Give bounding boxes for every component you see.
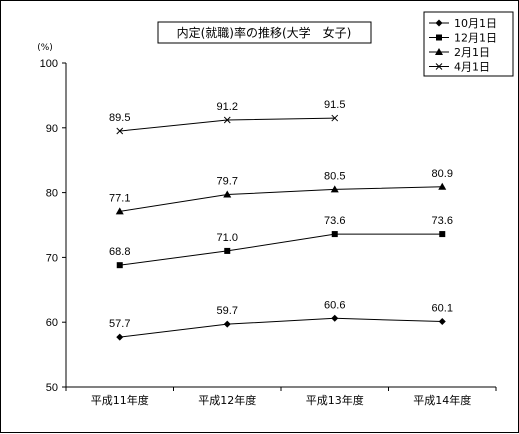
y-tick-label: 80 <box>46 188 58 200</box>
data-point-marker <box>438 318 446 326</box>
data-point-marker <box>116 127 124 135</box>
y-tick-label: 90 <box>46 123 58 135</box>
data-label: 68.8 <box>109 246 130 258</box>
data-point-marker <box>330 185 339 193</box>
data-label: 77.1 <box>109 192 130 204</box>
legend-item: 12月1日 <box>429 32 497 45</box>
data-point-marker <box>331 114 339 122</box>
series-line <box>119 233 443 266</box>
x-category-label: 平成13年度 <box>306 393 364 407</box>
y-tick-label: 60 <box>46 317 58 329</box>
data-point-marker <box>116 333 124 341</box>
legend-marker <box>435 63 443 70</box>
series-square: 68.8 71.0 73.6 73.6 <box>109 215 453 269</box>
data-point-marker <box>223 116 231 124</box>
legend-marker <box>436 34 442 41</box>
y-tick-label: 70 <box>46 252 58 264</box>
series-layer: 57.7 59.7 60.6 60.1 68.8 71.0 73.6 73.6 77.1 79.7… <box>109 99 453 341</box>
x-category-label: 平成14年度 <box>413 393 471 407</box>
data-point-marker <box>438 182 447 190</box>
data-point-marker <box>223 190 232 198</box>
data-label: 91.5 <box>324 99 345 111</box>
data-label: 91.2 <box>217 101 238 113</box>
x-category-label: 平成12年度 <box>198 393 256 407</box>
data-point-marker <box>439 231 446 238</box>
data-label: 73.6 <box>432 215 453 227</box>
data-label: 73.6 <box>324 215 345 227</box>
legend-label: 12月1日 <box>454 32 497 45</box>
legend-marker <box>435 19 443 27</box>
data-point-marker <box>224 247 231 254</box>
legend-marker <box>435 48 443 55</box>
data-label: 80.5 <box>324 170 345 182</box>
y-tick-label: 50 <box>46 382 58 394</box>
data-point-marker <box>115 207 124 215</box>
data-label: 79.7 <box>217 176 238 188</box>
y-tick-label: 100 <box>40 58 58 70</box>
data-point-marker <box>331 314 339 322</box>
series-diamond: 57.7 59.7 60.6 60.1 <box>109 299 453 341</box>
chart-title-box: 内定(就職)率の推移(大学 女子) <box>157 21 372 44</box>
data-point-marker <box>223 320 231 328</box>
legend-label: 4月1日 <box>454 61 490 74</box>
data-point-marker <box>331 231 338 238</box>
series-line <box>119 186 443 212</box>
y-axis-unit: (%) <box>37 43 53 53</box>
series-triangle: 77.1 79.7 80.5 80.9 <box>109 168 453 215</box>
legend-item: 10月1日 <box>429 17 497 30</box>
axes: 50 60 70 80 90 100 平成11年度 平成12年度 平成13年度 平成14年度 <box>40 58 497 407</box>
legend-item: 4月1日 <box>429 61 490 74</box>
legend-item: 2月1日 <box>429 46 490 59</box>
data-point-marker <box>116 262 123 269</box>
series-line <box>119 317 443 338</box>
chart-title: 内定(就職)率の推移(大学 女子) <box>177 25 352 40</box>
series-x: 89.5 91.2 91.5 <box>109 99 345 135</box>
data-label: 57.7 <box>109 318 130 330</box>
data-label: 59.7 <box>217 305 238 317</box>
data-label: 71.0 <box>217 232 238 244</box>
data-label: 60.6 <box>324 299 345 311</box>
data-label: 80.9 <box>432 168 453 180</box>
data-label: 60.1 <box>432 303 453 315</box>
data-label: 89.5 <box>109 112 130 124</box>
legend-label: 2月1日 <box>454 46 490 59</box>
legend-label: 10月1日 <box>454 17 497 30</box>
x-category-label: 平成11年度 <box>91 393 149 407</box>
